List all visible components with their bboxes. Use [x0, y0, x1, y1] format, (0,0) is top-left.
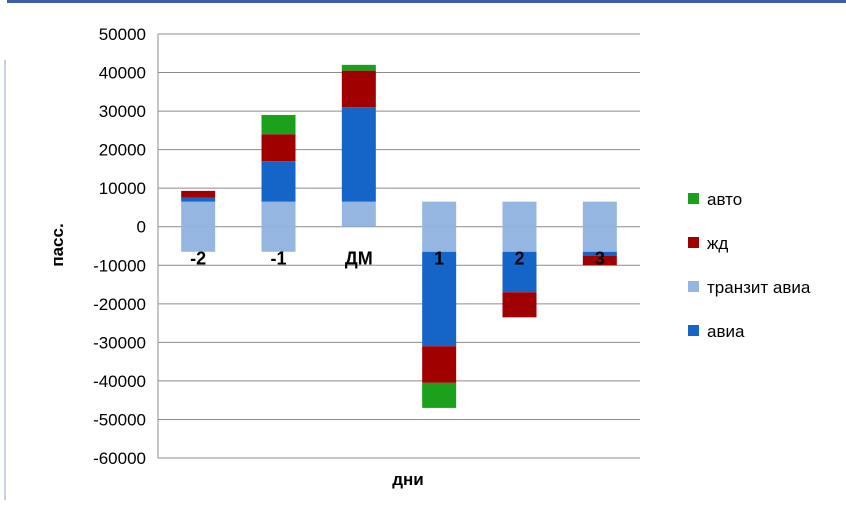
legend-label: авиа	[707, 322, 745, 341]
y-tick-label: -40000	[93, 372, 146, 391]
bar-segment	[582, 201, 617, 227]
x-category-label: 3	[595, 249, 605, 269]
left-accent-strip	[0, 0, 7, 517]
bar-segment	[341, 107, 376, 202]
y-tick-label: 0	[137, 218, 146, 237]
legend-swatch	[688, 325, 699, 336]
y-tick-labels: 50000 40000 30000 20000 10000 0 -10000 -20000 -3…	[93, 25, 146, 468]
legend-swatch	[688, 193, 699, 204]
top-accent-bar	[0, 0, 846, 3]
x-category-label: 1	[434, 249, 444, 269]
y-tick-label: 50000	[99, 25, 146, 44]
bar-segment	[422, 201, 457, 227]
y-axis-title: пасс.	[48, 223, 67, 266]
bar-segment	[261, 226, 296, 252]
bar-segment	[582, 226, 617, 252]
bar-segment	[261, 134, 296, 162]
bar-segment	[181, 226, 216, 252]
y-tick-label: -20000	[93, 295, 146, 314]
bar-segment	[181, 190, 216, 198]
legend-label: транзит авиа	[707, 278, 811, 297]
bar-segment	[261, 161, 296, 202]
bar-segment	[422, 346, 457, 383]
x-category-label: ДМ	[345, 249, 373, 269]
y-tick-label: -30000	[93, 333, 146, 352]
bar-segment	[341, 64, 376, 71]
bar-segment	[502, 201, 537, 227]
x-category-label: -2	[190, 249, 206, 269]
bar-segment	[502, 251, 537, 293]
y-tick-label: -10000	[93, 256, 146, 275]
legend-swatch	[688, 281, 699, 292]
bar-segment	[261, 201, 296, 227]
bar-segment	[502, 292, 537, 318]
bars	[181, 64, 617, 408]
bar-segment	[582, 251, 617, 256]
bar-segment	[181, 197, 216, 202]
bar-segment	[261, 114, 296, 135]
x-category-label: 2	[514, 249, 524, 269]
grid-lines	[157, 33, 640, 459]
x-category-labels: -2 -1 ДМ 1 2 3	[190, 249, 605, 269]
bar-segment	[422, 226, 457, 252]
y-tick-label: 10000	[99, 179, 146, 198]
bar-segment	[502, 226, 537, 252]
bar-segment	[422, 382, 457, 408]
legend-label: авто	[707, 190, 742, 209]
bar-segment	[181, 201, 216, 227]
bar-segment	[582, 255, 617, 266]
bar-segment	[422, 251, 457, 347]
y-tick-label: -60000	[93, 449, 146, 468]
legend: авто жд транзит авиа авиа	[688, 190, 811, 341]
y-tick-label: 20000	[99, 141, 146, 160]
legend-swatch	[688, 237, 699, 248]
y-tick-label: 30000	[99, 102, 146, 121]
x-category-label: -1	[270, 249, 286, 269]
y-tick-label: 40000	[99, 64, 146, 83]
bar-segment	[341, 201, 376, 227]
bar-segment	[341, 70, 376, 108]
y-tick-label: -50000	[93, 410, 146, 429]
legend-label: жд	[707, 234, 728, 253]
x-axis-title: дни	[392, 470, 424, 489]
